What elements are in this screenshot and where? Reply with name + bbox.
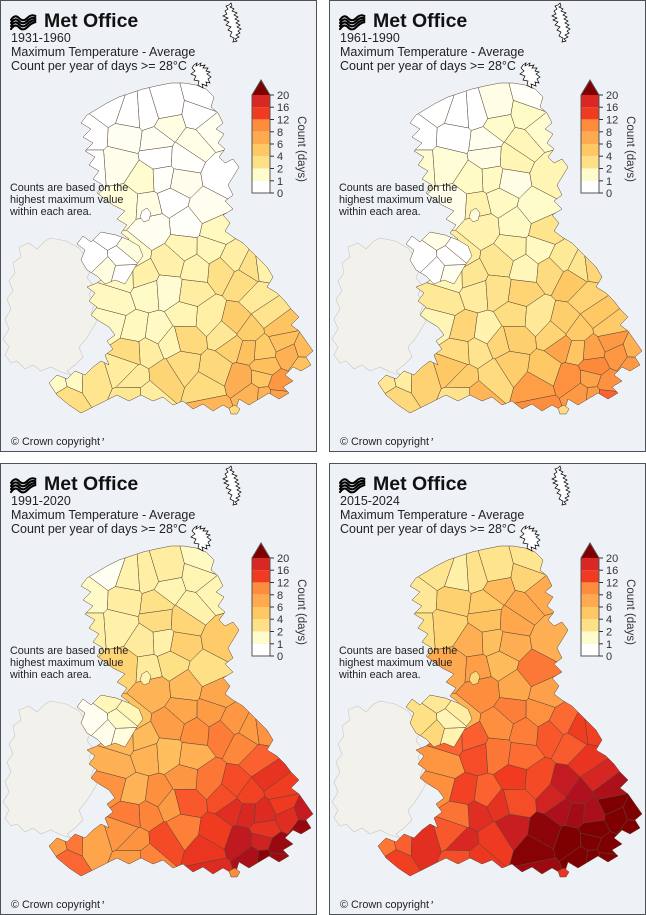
svg-text:12: 12 (606, 578, 618, 590)
svg-text:highest maximum value: highest maximum value (10, 657, 123, 669)
svg-text:© Crown copyright: © Crown copyright (340, 899, 429, 911)
svg-text:Maximum Temperature - Average: Maximum Temperature - Average (11, 508, 195, 522)
svg-text:within each area.: within each area. (338, 669, 421, 681)
svg-text:Count per year of days >= 28°C: Count per year of days >= 28°C (11, 522, 187, 536)
svg-text:Maximum Temperature - Average: Maximum Temperature - Average (340, 508, 524, 522)
svg-text:2015-2024: 2015-2024 (340, 494, 400, 508)
svg-text:8: 8 (277, 127, 283, 139)
svg-text:6: 6 (277, 139, 283, 151)
svg-text:20: 20 (606, 90, 618, 102)
svg-text:6: 6 (277, 602, 283, 614)
svg-text:12: 12 (606, 115, 618, 127)
svg-text:1991-2020: 1991-2020 (11, 494, 71, 508)
svg-text:within each area.: within each area. (338, 206, 421, 218)
svg-text:6: 6 (606, 139, 612, 151)
svg-text:2: 2 (277, 164, 283, 176)
svg-text:Counts are based on the: Counts are based on the (10, 645, 128, 657)
svg-text:0: 0 (277, 188, 283, 200)
svg-text:16: 16 (606, 102, 618, 114)
svg-text:1: 1 (277, 176, 283, 188)
svg-text:Met Office: Met Office (373, 473, 467, 495)
svg-text:4: 4 (606, 151, 612, 163)
svg-text:highest maximum value: highest maximum value (339, 194, 452, 206)
svg-text:Met Office: Met Office (44, 473, 138, 495)
svg-text:Counts are based on the: Counts are based on the (10, 182, 128, 194)
svg-text:8: 8 (277, 590, 283, 602)
svg-text:1: 1 (606, 639, 612, 651)
svg-text:8: 8 (606, 127, 612, 139)
svg-text:0: 0 (606, 651, 612, 663)
svg-text:highest maximum value: highest maximum value (339, 657, 452, 669)
svg-text:Count (days): Count (days) (624, 579, 636, 645)
svg-text:12: 12 (277, 578, 289, 590)
svg-text:Met Office: Met Office (44, 10, 138, 32)
svg-text:Counts are based on the: Counts are based on the (339, 645, 457, 657)
svg-text:highest maximum value: highest maximum value (10, 194, 123, 206)
svg-text:2: 2 (606, 164, 612, 176)
svg-text:Count per year of days >= 28°C: Count per year of days >= 28°C (11, 59, 187, 73)
svg-text:Maximum Temperature - Average: Maximum Temperature - Average (340, 45, 524, 59)
svg-text:Met Office: Met Office (373, 10, 467, 32)
svg-text:within each area.: within each area. (9, 206, 92, 218)
svg-text:0: 0 (277, 651, 283, 663)
svg-text:8: 8 (606, 590, 612, 602)
svg-text:16: 16 (606, 565, 618, 577)
svg-text:4: 4 (606, 614, 612, 626)
svg-text:1931-1960: 1931-1960 (11, 31, 71, 45)
svg-text:16: 16 (277, 565, 289, 577)
svg-text:2: 2 (277, 627, 283, 639)
svg-text:1: 1 (277, 639, 283, 651)
svg-text:1961-1990: 1961-1990 (340, 31, 400, 45)
svg-text:© Crown copyright: © Crown copyright (340, 436, 429, 448)
svg-text:Count (days): Count (days) (295, 579, 307, 645)
svg-text:20: 20 (277, 553, 289, 565)
svg-text:Maximum Temperature - Average: Maximum Temperature - Average (11, 45, 195, 59)
svg-text:© Crown copyright: © Crown copyright (11, 899, 100, 911)
svg-text:4: 4 (277, 614, 283, 626)
svg-text:20: 20 (277, 90, 289, 102)
svg-text:0: 0 (606, 188, 612, 200)
svg-text:16: 16 (277, 102, 289, 114)
svg-text:2: 2 (606, 627, 612, 639)
svg-text:© Crown copyright: © Crown copyright (11, 436, 100, 448)
svg-text:12: 12 (277, 115, 289, 127)
svg-text:20: 20 (606, 553, 618, 565)
svg-text:4: 4 (277, 151, 283, 163)
svg-text:6: 6 (606, 602, 612, 614)
svg-text:Count (days): Count (days) (295, 116, 307, 182)
svg-text:Count per year of days >= 28°C: Count per year of days >= 28°C (340, 522, 516, 536)
svg-text:Count per year of days >= 28°C: Count per year of days >= 28°C (340, 59, 516, 73)
svg-text:1: 1 (606, 176, 612, 188)
svg-text:within each area.: within each area. (9, 669, 92, 681)
svg-text:Count (days): Count (days) (624, 116, 636, 182)
svg-text:Counts are based on the: Counts are based on the (339, 182, 457, 194)
